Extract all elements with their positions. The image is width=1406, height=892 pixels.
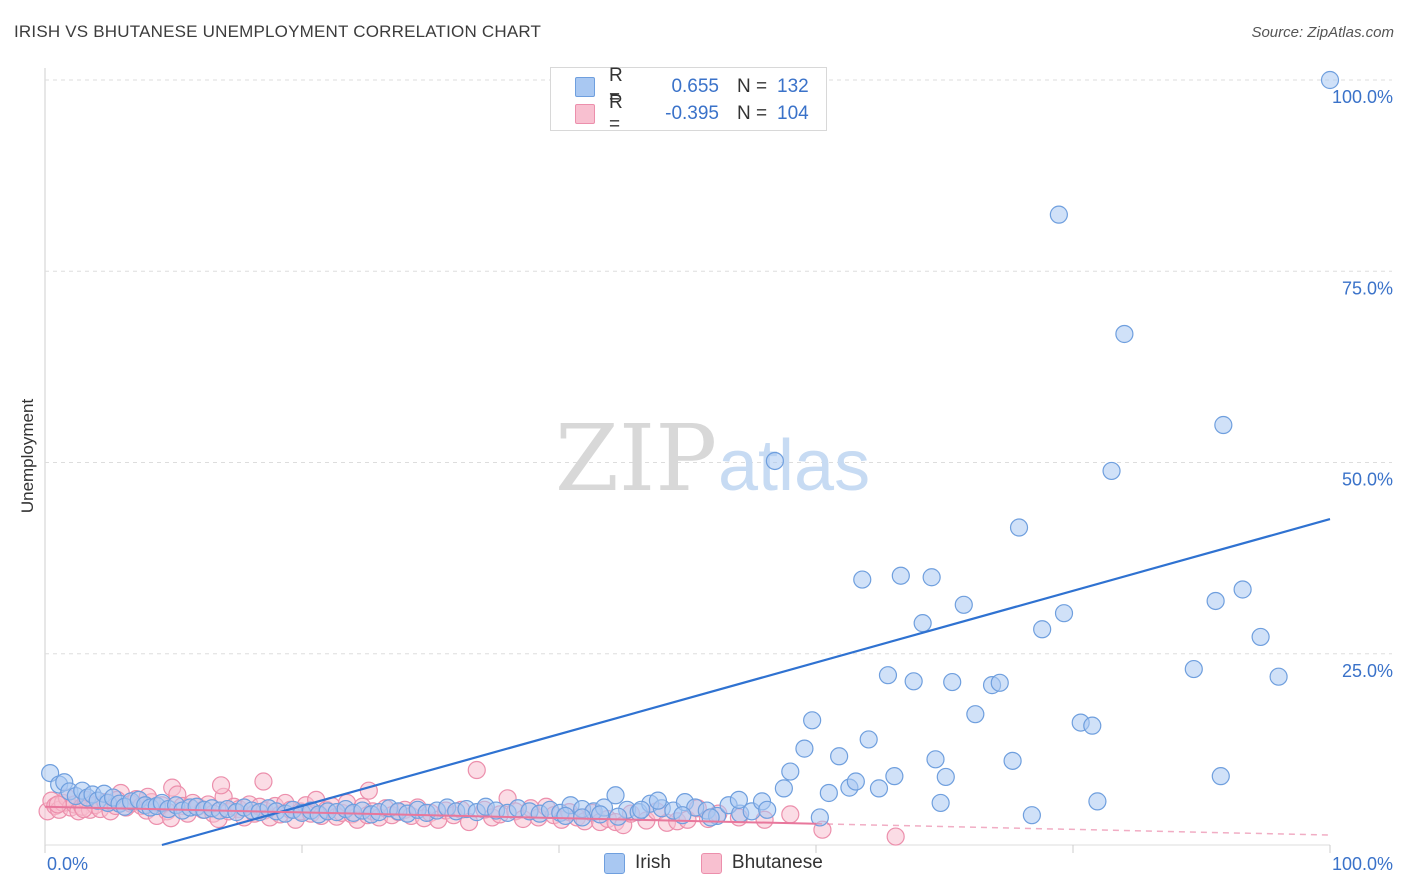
irish-point: [1115, 324, 1134, 344]
irish-swatch: [604, 852, 625, 874]
irish-point: [1211, 767, 1230, 786]
bhutanese-point: [48, 795, 67, 814]
irish-point: [765, 451, 784, 471]
irish-point: [891, 566, 910, 585]
irish-point: [1214, 415, 1233, 435]
irish-n-value: 132: [777, 76, 809, 97]
irish-point: [1206, 591, 1225, 611]
irish-point: [1049, 205, 1068, 224]
y-tick-label: 100.0%: [1332, 87, 1393, 107]
n-label: N =: [737, 103, 768, 124]
irish-point: [859, 730, 878, 749]
irish-point: [846, 772, 865, 791]
gridlines: [44, 68, 1392, 853]
bhutanese-swatch: [575, 104, 595, 124]
irish-point: [781, 762, 800, 781]
irish-point: [632, 800, 651, 819]
irish-point: [795, 739, 814, 758]
irish-point: [819, 783, 838, 803]
bhutanese-point: [254, 772, 273, 791]
legend-row-bhutanese: R = -0.395 N = 104: [575, 92, 809, 135]
irish-point: [701, 808, 720, 827]
irish-point: [878, 666, 898, 685]
irish-point: [1033, 620, 1052, 639]
bhutanese-point: [211, 776, 231, 795]
irish-point: [1083, 716, 1102, 735]
bhutanese-point: [886, 827, 905, 846]
legend-item-bhutanese[interactable]: Bhutanese: [700, 852, 823, 874]
irish-point: [904, 672, 923, 691]
irish-point: [885, 767, 904, 786]
irish-point: [606, 786, 625, 805]
irish-trend-line: [161, 518, 1331, 847]
irish-point: [758, 800, 777, 819]
irish-point: [774, 779, 793, 798]
series-legend: Irish Bhutanese: [604, 852, 853, 874]
irish-point: [990, 673, 1009, 692]
legend-item-irish[interactable]: Irish: [604, 852, 671, 874]
y-tick-label: 75.0%: [1342, 278, 1393, 298]
x-tick-label-min: 0.0%: [47, 854, 88, 874]
n-label: N =: [737, 76, 768, 97]
bhutanese-point: [781, 805, 800, 824]
irish-point: [729, 790, 749, 809]
irish-point: [936, 767, 955, 787]
irish-point: [1320, 70, 1340, 90]
watermark-atlas: atlas: [718, 426, 870, 506]
legend-label-irish: Irish: [635, 852, 671, 873]
irish-point: [1251, 627, 1270, 647]
irish-point: [648, 791, 668, 810]
irish-point: [810, 808, 829, 827]
x-tick-label-max: 100.0%: [1332, 854, 1393, 874]
irish-point: [1022, 806, 1041, 825]
irish-swatch: [575, 77, 595, 97]
r-label: R =: [609, 65, 623, 108]
y-tick-label: 25.0%: [1342, 661, 1393, 681]
bhutanese-point: [467, 760, 486, 780]
bhutanese-n-value: 104: [777, 103, 809, 124]
watermark-zip: ZIP: [555, 405, 717, 512]
irish-point: [926, 750, 945, 769]
irish-point: [1269, 667, 1288, 686]
irish-point: [609, 807, 628, 826]
watermark: ZIP atlas: [555, 405, 870, 512]
irish-point: [591, 805, 610, 824]
irish-point: [922, 568, 941, 587]
trend-lines: [44, 518, 1331, 847]
irish-point: [1003, 751, 1022, 770]
irish-point: [913, 614, 932, 633]
irish-point: [803, 711, 822, 730]
legend-label-bhutanese: Bhutanese: [731, 852, 823, 873]
irish-point: [853, 570, 872, 589]
source-credit: Source: ZipAtlas.com: [1251, 24, 1394, 41]
bhutanese-r-value: -0.395: [665, 103, 719, 124]
stats-legend: R = 0.655 N = 132 R = -0.395 N = 104: [550, 65, 827, 135]
y-tick-label: 50.0%: [1342, 470, 1393, 490]
irish-point: [1233, 580, 1252, 599]
chart-title: IRISH VS BHUTANESE UNEMPLOYMENT CORRELAT…: [14, 22, 542, 41]
irish-point: [1102, 461, 1121, 481]
irish-point: [1184, 659, 1203, 679]
bhutanese-trend-line: [44, 805, 817, 825]
irish-point: [1088, 792, 1107, 811]
irish-point: [673, 806, 692, 825]
irish-point: [931, 793, 950, 813]
irish-point: [830, 747, 849, 766]
legend-row-irish: R = 0.655 N = 132: [575, 65, 809, 108]
r-label: R =: [609, 92, 623, 135]
irish-point: [1009, 518, 1029, 537]
irish-point: [556, 806, 575, 826]
irish-point: [943, 672, 962, 692]
irish-point: [966, 705, 985, 724]
axis-ticks: 25.0% 50.0% 75.0% 100.0% 0.0% 100.0%: [47, 87, 1393, 874]
bhutanese-trend-extension: [815, 822, 1331, 836]
irish-r-value: 0.655: [671, 76, 719, 97]
irish-point: [869, 779, 889, 798]
series-irish: [41, 70, 1340, 827]
bhutanese-swatch: [700, 852, 722, 874]
irish-point: [1054, 604, 1074, 623]
irish-point: [954, 595, 973, 614]
